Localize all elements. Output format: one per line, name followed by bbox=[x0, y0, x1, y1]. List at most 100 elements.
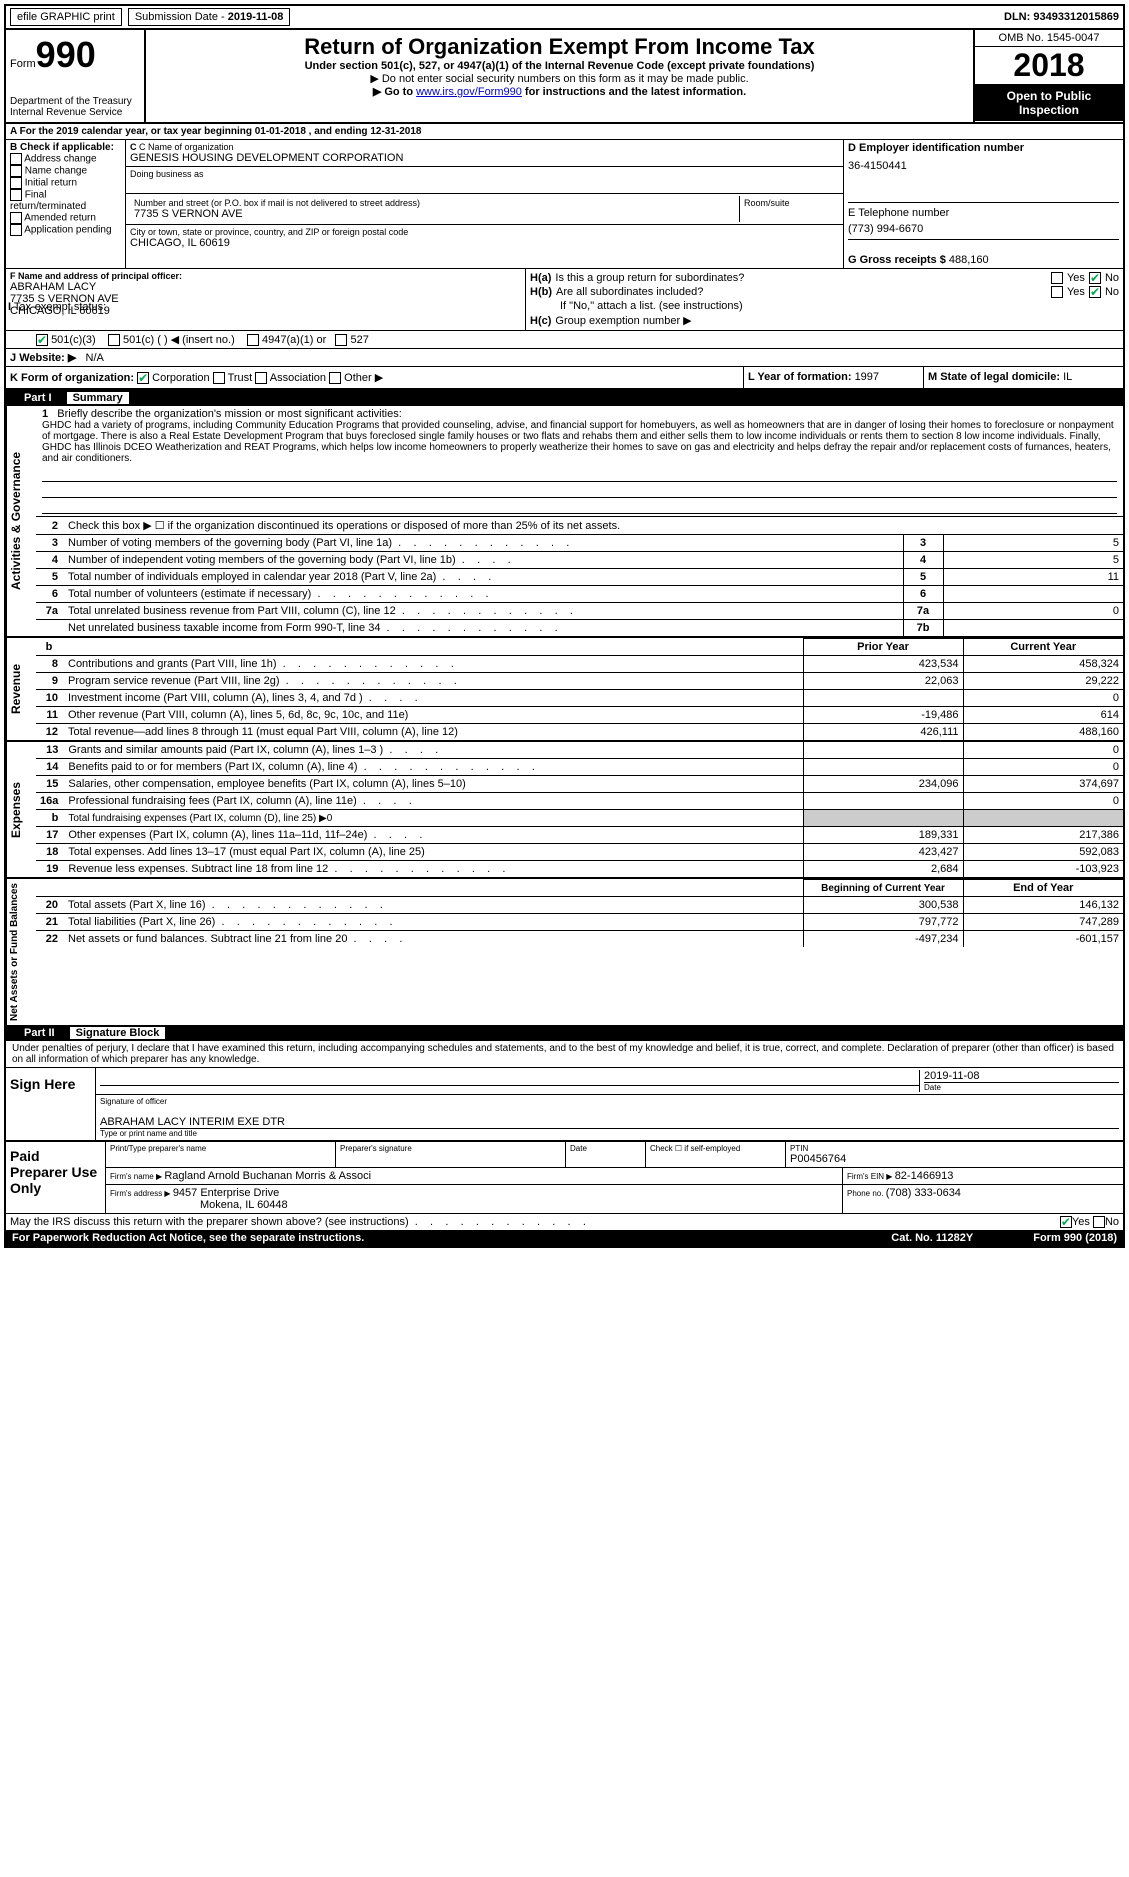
ssn-warning: ▶ Do not enter social security numbers o… bbox=[150, 72, 969, 85]
checkbox-final-return[interactable] bbox=[10, 189, 22, 201]
header-left: Form990 Department of the Treasury Inter… bbox=[6, 30, 146, 122]
topbar: efile GRAPHIC print Submission Date - 20… bbox=[6, 6, 1123, 30]
website: N/A bbox=[86, 352, 104, 364]
b-name-change: Name change bbox=[10, 165, 121, 177]
col-h: H(a) Is this a group return for subordin… bbox=[526, 269, 1123, 330]
form-ref: Form 990 (2018) bbox=[1033, 1232, 1117, 1244]
d-label: D Employer identification number bbox=[848, 142, 1024, 154]
section-bcd: B Check if applicable: Address change Na… bbox=[6, 140, 1123, 269]
year-formation: 1997 bbox=[855, 371, 879, 383]
org-city: CHICAGO, IL 60619 bbox=[130, 237, 839, 249]
firm-addr2: Mokena, IL 60448 bbox=[110, 1199, 838, 1211]
paid-preparer-block: Paid Preparer Use Only Print/Type prepar… bbox=[6, 1140, 1123, 1213]
penalty-text: Under penalties of perjury, I declare th… bbox=[6, 1041, 1123, 1067]
g-label: G Gross receipts $ bbox=[848, 254, 949, 266]
expenses-section: Expenses 13Grants and similar amounts pa… bbox=[6, 740, 1123, 877]
col-m: M State of legal domicile: IL bbox=[923, 367, 1123, 388]
checkbox-ha-yes[interactable] bbox=[1051, 272, 1063, 284]
row-i: I Tax-exempt status: 501(c)(3) 501(c) ( … bbox=[6, 331, 1123, 349]
ha-label: H(a) bbox=[530, 272, 551, 284]
sig-officer-label: Signature of officer bbox=[100, 1097, 1119, 1106]
form-title: Return of Organization Exempt From Incom… bbox=[150, 34, 969, 60]
checkbox-ha-no[interactable] bbox=[1089, 272, 1101, 284]
dln: DLN: 93493312015869 bbox=[1004, 11, 1119, 23]
header-right: OMB No. 1545-0047 2018 Open to Public In… bbox=[973, 30, 1123, 122]
b-address-change: Address change bbox=[10, 153, 121, 165]
c-city-row: City or town, state or province, country… bbox=[126, 225, 843, 251]
col-b: B Check if applicable: Address change Na… bbox=[6, 140, 126, 268]
c-street-label: Number and street (or P.O. box if mail i… bbox=[134, 198, 735, 208]
efile-badge: efile GRAPHIC print bbox=[10, 8, 122, 26]
b-amended: Amended return bbox=[10, 212, 121, 224]
c-dba-label: Doing business as bbox=[130, 169, 839, 179]
form-number: 990 bbox=[36, 34, 96, 75]
checkbox-discuss-yes[interactable] bbox=[1060, 1216, 1072, 1228]
checkbox-pending[interactable] bbox=[10, 224, 22, 236]
checkbox-hb-yes[interactable] bbox=[1051, 286, 1063, 298]
sig-date-label: Date bbox=[924, 1083, 1119, 1092]
org-street: 7735 S VERNON AVE bbox=[134, 208, 735, 220]
checkbox-501c3[interactable] bbox=[36, 334, 48, 346]
checkbox-address-change[interactable] bbox=[10, 153, 22, 165]
part1-title: Summary bbox=[67, 392, 129, 404]
footer-discuss: May the IRS discuss this return with the… bbox=[6, 1213, 1123, 1230]
firm-phone: (708) 333-0634 bbox=[886, 1187, 961, 1199]
checkbox-amended[interactable] bbox=[10, 212, 22, 224]
hc-label: H(c) bbox=[530, 315, 551, 327]
c-name-label: C C Name of organization bbox=[130, 142, 839, 152]
expenses-table: 13Grants and similar amounts paid (Part … bbox=[36, 742, 1123, 877]
blank-line bbox=[42, 468, 1117, 482]
checkbox-other[interactable] bbox=[329, 372, 341, 384]
ein: 36-4150441 bbox=[848, 160, 1119, 172]
col-k: K Form of organization: Corporation Trus… bbox=[6, 367, 743, 388]
hb-text: Are all subordinates included? bbox=[556, 286, 1047, 298]
part2-header: Part II Signature Block bbox=[6, 1025, 1123, 1041]
section-fh: F Name and address of principal officer:… bbox=[6, 269, 1123, 331]
activities-section: Activities & Governance 1 Briefly descri… bbox=[6, 406, 1123, 636]
tab-expenses: Expenses bbox=[6, 742, 36, 877]
checkbox-assoc[interactable] bbox=[255, 372, 267, 384]
telephone: (773) 994-6670 bbox=[848, 223, 1119, 235]
officer-name: ABRAHAM LACY bbox=[10, 281, 521, 293]
sig-name-label: Type or print name and title bbox=[100, 1129, 1119, 1138]
state-domicile: IL bbox=[1063, 371, 1072, 383]
tab-activities: Activities & Governance bbox=[6, 406, 36, 636]
irs-link[interactable]: www.irs.gov/Form990 bbox=[416, 86, 522, 98]
mission-text: GHDC had a variety of programs, includin… bbox=[42, 420, 1117, 464]
ha-text: Is this a group return for subordinates? bbox=[555, 272, 1047, 284]
omb-number: OMB No. 1545-0047 bbox=[975, 30, 1123, 47]
footer-bar: For Paperwork Reduction Act Notice, see … bbox=[6, 1230, 1123, 1246]
c-name-row: C C Name of organization GENESIS HOUSING… bbox=[126, 140, 843, 167]
tab-netassets: Net Assets or Fund Balances bbox=[6, 879, 36, 1025]
checkbox-initial-return[interactable] bbox=[10, 177, 22, 189]
firm-addr1: 9457 Enterprise Drive bbox=[173, 1187, 279, 1199]
checkbox-527[interactable] bbox=[335, 334, 347, 346]
c-city-label: City or town, state or province, country… bbox=[130, 227, 839, 237]
sig-date-value: 2019-11-08 bbox=[924, 1070, 1119, 1083]
checkbox-hb-no[interactable] bbox=[1089, 286, 1101, 298]
c-dba-row: Doing business as bbox=[126, 167, 843, 194]
part2-title: Signature Block bbox=[70, 1027, 166, 1039]
blank-line bbox=[42, 484, 1117, 498]
gross-receipts: 488,160 bbox=[949, 254, 989, 266]
revenue-table: bPrior YearCurrent Year 8Contributions a… bbox=[36, 638, 1123, 740]
col-c: C C Name of organization GENESIS HOUSING… bbox=[126, 140, 843, 268]
hb-label: H(b) bbox=[530, 286, 552, 298]
checkbox-501c[interactable] bbox=[108, 334, 120, 346]
c-street-row: Number and street (or P.O. box if mail i… bbox=[126, 194, 843, 225]
revenue-section: Revenue bPrior YearCurrent Year 8Contrib… bbox=[6, 636, 1123, 740]
checkbox-corp[interactable] bbox=[137, 372, 149, 384]
checkbox-4947[interactable] bbox=[247, 334, 259, 346]
checkbox-name-change[interactable] bbox=[10, 165, 22, 177]
hc-text: Group exemption number ▶ bbox=[555, 314, 691, 327]
blank-line bbox=[42, 500, 1117, 514]
ptin: P00456764 bbox=[790, 1153, 1119, 1165]
submission-date: Submission Date - 2019-11-08 bbox=[128, 8, 291, 26]
row-a-tax-year: A For the 2019 calendar year, or tax yea… bbox=[6, 124, 1123, 140]
sign-here-label: Sign Here bbox=[6, 1068, 96, 1140]
mission-block: 1 Briefly describe the organization's mi… bbox=[36, 406, 1123, 466]
col-l: L Year of formation: 1997 bbox=[743, 367, 923, 388]
goto-line: ▶ Go to www.irs.gov/Form990 for instruct… bbox=[150, 85, 969, 98]
checkbox-discuss-no[interactable] bbox=[1093, 1216, 1105, 1228]
checkbox-trust[interactable] bbox=[213, 372, 225, 384]
